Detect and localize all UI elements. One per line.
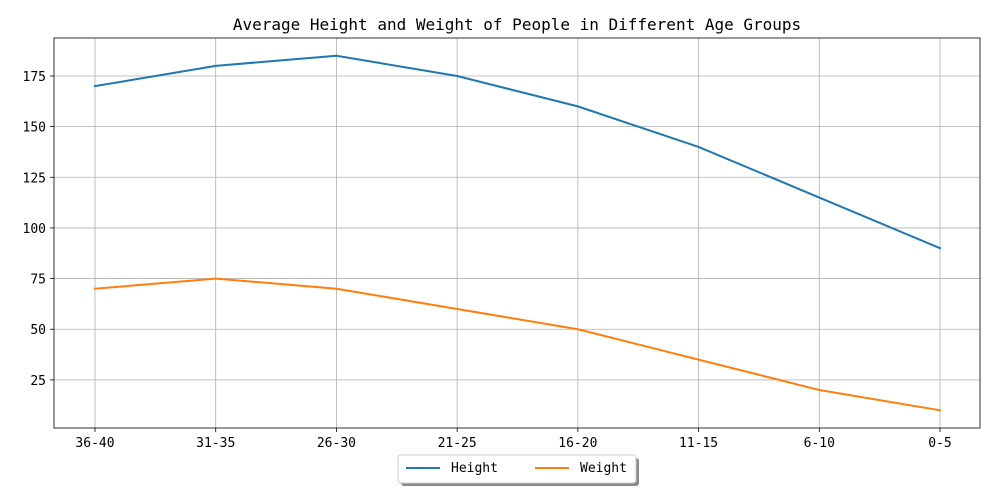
x-tick-label: 21-25 (438, 436, 477, 451)
legend-label-height: Height (451, 461, 498, 476)
y-tick-label: 175 (23, 70, 46, 85)
series-layer (95, 56, 940, 411)
y-tick-label: 125 (23, 171, 46, 186)
plot-frame (54, 38, 980, 428)
y-tick-label: 50 (30, 323, 46, 338)
x-tick-label: 6-10 (804, 436, 835, 451)
x-tick-label: 31-35 (196, 436, 235, 451)
series-line-weight (95, 279, 940, 411)
x-tick-label: 0-5 (928, 436, 951, 451)
chart-title: Average Height and Weight of People in D… (233, 15, 801, 34)
x-tick-label: 16-20 (558, 436, 597, 451)
y-tick-label: 150 (23, 121, 46, 136)
x-tick-label: 26-30 (317, 436, 356, 451)
y-tick-label: 75 (30, 273, 46, 288)
legend-label-weight: Weight (580, 461, 627, 476)
series-line-height (95, 56, 940, 248)
tick-labels: 36-40 31-35 26-30 21-25 16-20 11-15 6-10 0-5 25 5… (23, 70, 952, 451)
y-tick-label: 25 (30, 374, 46, 389)
grid (54, 38, 980, 428)
x-tick-label: 36-40 (75, 436, 114, 451)
legend: Height Weight (398, 455, 639, 486)
x-tick-label: 11-15 (679, 436, 718, 451)
y-tick-label: 100 (23, 222, 46, 237)
